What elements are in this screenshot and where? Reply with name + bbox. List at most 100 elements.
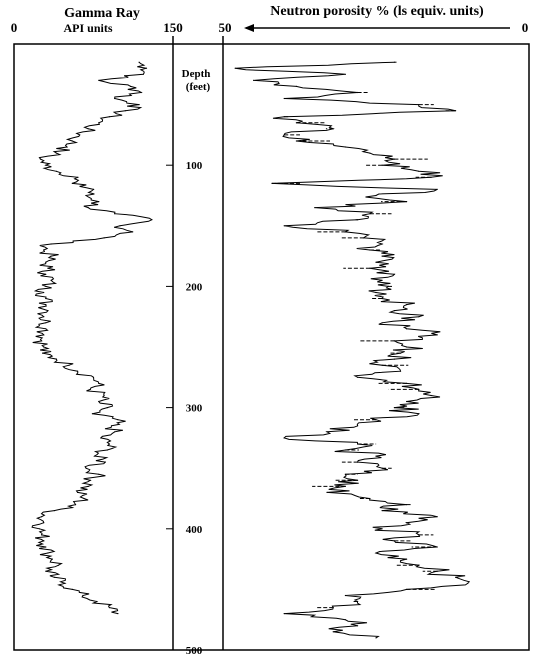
log-data-point <box>47 310 49 312</box>
log-data-point <box>381 279 383 281</box>
log-data-point <box>326 491 328 493</box>
log-data-point <box>55 358 58 360</box>
log-data-point <box>83 497 85 500</box>
log-data-point <box>406 346 408 348</box>
log-data-point <box>85 194 87 197</box>
neutron-porosity-series <box>234 61 471 639</box>
log-data-point <box>357 425 359 427</box>
log-data-point <box>138 61 140 63</box>
log-data-point <box>98 400 100 403</box>
log-frame <box>13 43 530 651</box>
log-data-point <box>45 328 47 330</box>
log-data-point <box>77 176 79 178</box>
log-data-point <box>92 188 95 190</box>
log-data-point <box>100 437 102 439</box>
log-data-point <box>406 304 408 306</box>
log-data-point <box>82 594 84 597</box>
log-data-point <box>344 73 346 75</box>
log-data-point <box>43 346 45 348</box>
log-data-point <box>253 79 255 81</box>
log-data-point <box>85 467 87 469</box>
depth-tick-label: 100 <box>186 160 203 172</box>
log-data-point <box>45 261 47 263</box>
gamma-ray-series <box>31 61 153 615</box>
log-data-point <box>393 273 395 275</box>
log-data-point <box>110 425 113 427</box>
log-data-point <box>283 97 285 100</box>
depth-title: Depth <box>182 68 211 80</box>
log-data-point <box>71 182 73 184</box>
log-data-point <box>38 528 41 530</box>
log-data-point <box>71 588 73 591</box>
gamma-ray-min-label: 0 <box>11 20 18 35</box>
log-trace-line <box>31 61 153 615</box>
log-data-point <box>43 522 45 524</box>
log-data-point <box>55 170 58 172</box>
gamma-ray-title: Gamma Ray <box>64 6 140 21</box>
log-data-point <box>39 158 42 160</box>
log-data-point <box>375 455 377 457</box>
log-data-point <box>41 516 43 518</box>
log-data-point <box>106 449 108 451</box>
log-data-point <box>45 570 47 572</box>
log-data-point <box>68 364 70 366</box>
log-data-point <box>45 322 47 324</box>
depth-tick-label: 300 <box>186 403 203 415</box>
depth-units: (feet) <box>186 81 211 93</box>
log-data-point <box>41 534 43 536</box>
log-data-point <box>142 73 144 75</box>
log-data-point <box>436 334 438 336</box>
log-data-point <box>43 249 45 251</box>
log-data-point <box>51 558 53 560</box>
log-data-point <box>114 431 116 433</box>
log-data-point <box>357 625 359 627</box>
log-data-point <box>77 491 79 493</box>
log-data-point <box>64 582 66 584</box>
log-data-point <box>98 79 100 81</box>
log-data-point <box>130 85 132 87</box>
log-data-point <box>151 219 153 221</box>
log-data-point <box>406 400 408 403</box>
log-data-point <box>326 431 328 433</box>
log-data-point <box>87 128 89 130</box>
log-data-point <box>71 140 73 142</box>
log-data-point <box>418 170 420 172</box>
log-data-point <box>119 225 121 227</box>
log-data-point <box>357 376 359 378</box>
log-data-point <box>41 340 43 342</box>
log-data-point <box>45 273 47 275</box>
log-data-point <box>283 437 285 439</box>
log-data-point <box>430 394 432 397</box>
log-data-point <box>381 528 383 530</box>
gamma-ray-max-label: 150 <box>163 20 183 35</box>
log-data-point <box>43 316 45 318</box>
log-data-point <box>103 237 105 239</box>
log-data-point <box>106 407 108 409</box>
log-data-point <box>406 522 408 524</box>
log-data-point <box>418 316 420 318</box>
log-data-point <box>43 540 45 542</box>
log-data-point <box>295 85 297 87</box>
log-data-point <box>45 164 47 166</box>
log-data-point <box>104 461 106 463</box>
log-data-point <box>344 619 346 621</box>
log-data-point <box>114 213 116 215</box>
log-data-point <box>96 600 98 603</box>
log-data-point <box>43 291 45 294</box>
log-data-point <box>91 413 93 415</box>
log-data-point <box>45 546 47 548</box>
log-data-point <box>117 613 119 615</box>
log-data-point <box>234 67 236 69</box>
log-data-point <box>55 152 58 154</box>
log-data-point <box>66 146 68 148</box>
log-data-point <box>436 188 438 190</box>
log-data-point <box>418 413 420 415</box>
log-data-point <box>332 631 334 633</box>
neutron-porosity-title: Neutron porosity % (ls equiv. units) <box>270 4 484 19</box>
log-data-point <box>42 352 44 354</box>
log-data-point <box>124 110 126 112</box>
log-data-point <box>89 388 91 390</box>
log-data-point <box>381 255 383 257</box>
log-data-point <box>53 510 55 512</box>
